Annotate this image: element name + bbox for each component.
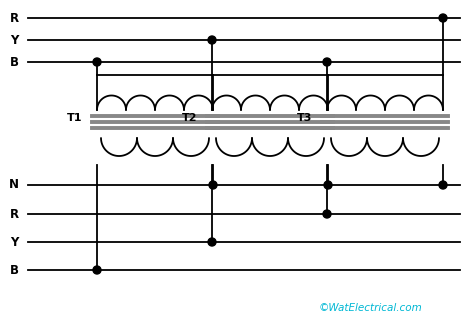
Circle shape <box>208 238 216 246</box>
Circle shape <box>208 36 216 44</box>
Text: ©WatElectrical.com: ©WatElectrical.com <box>318 303 422 313</box>
Text: B: B <box>9 263 18 276</box>
Circle shape <box>93 266 101 274</box>
Text: B: B <box>9 55 18 68</box>
Text: R: R <box>9 207 18 221</box>
Circle shape <box>93 58 101 66</box>
Text: Y: Y <box>10 236 18 249</box>
Circle shape <box>439 14 447 22</box>
Circle shape <box>323 58 331 66</box>
Text: T3: T3 <box>297 113 313 123</box>
Text: R: R <box>9 11 18 25</box>
Circle shape <box>209 181 217 189</box>
Circle shape <box>324 181 332 189</box>
Text: T1: T1 <box>67 113 83 123</box>
Circle shape <box>323 210 331 218</box>
Text: T2: T2 <box>182 113 198 123</box>
Circle shape <box>439 181 447 189</box>
Text: Y: Y <box>10 33 18 47</box>
Text: N: N <box>9 179 19 191</box>
